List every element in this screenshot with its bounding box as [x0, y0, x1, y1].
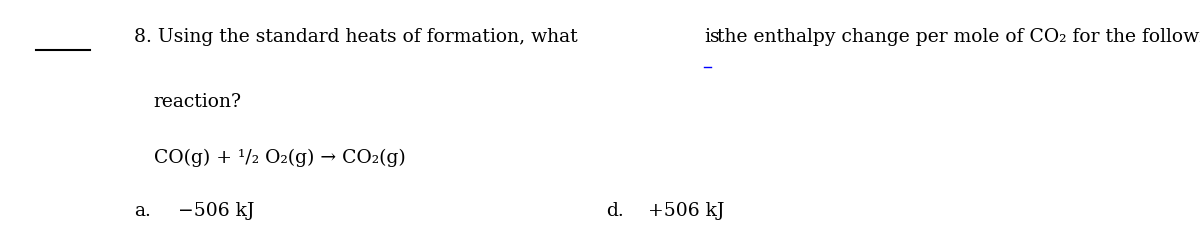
Text: reaction?: reaction? — [154, 92, 241, 110]
Text: CO(g) + ¹/₂ O₂(g) → CO₂(g): CO(g) + ¹/₂ O₂(g) → CO₂(g) — [154, 148, 406, 166]
Text: 8. Using the standard heats of formation, what: 8. Using the standard heats of formation… — [134, 28, 584, 46]
Text: d.: d. — [606, 201, 624, 219]
Text: −506 kJ: −506 kJ — [178, 201, 254, 219]
Text: is: is — [703, 28, 720, 46]
Text: a.: a. — [134, 201, 151, 219]
Text: +506 kJ: +506 kJ — [648, 201, 725, 219]
Text: the enthalpy change per mole of CO₂ for the following: the enthalpy change per mole of CO₂ for … — [712, 28, 1200, 46]
